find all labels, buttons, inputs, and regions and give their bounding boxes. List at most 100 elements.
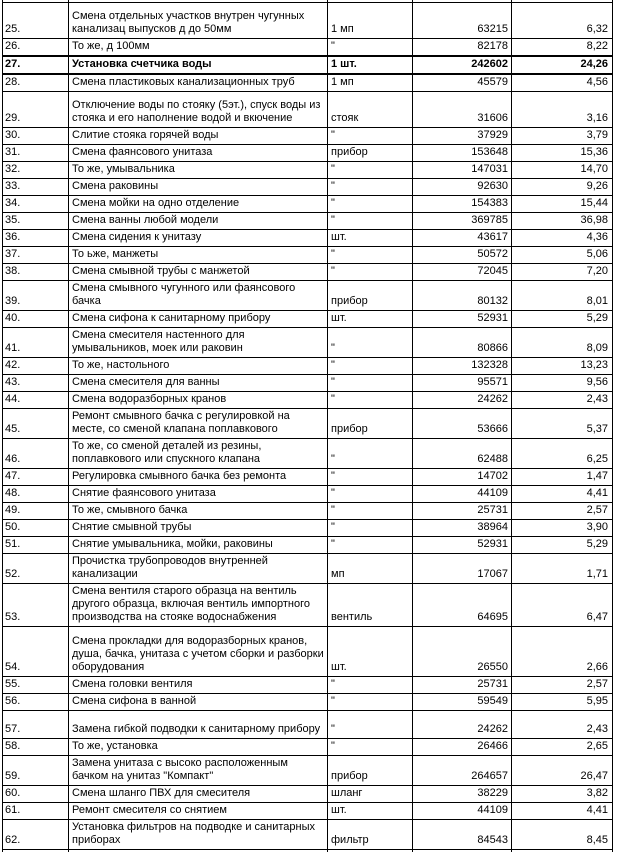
- rate-cell: 5,29: [512, 311, 613, 328]
- row-number-cell: 28.: [3, 74, 69, 92]
- unit-cell: ": [328, 711, 413, 739]
- rate-cell: 8,09: [512, 328, 613, 358]
- amount-cell: 26466: [413, 739, 512, 756]
- rate-cell: 24,26: [512, 56, 613, 74]
- amount-cell: 38229: [413, 786, 512, 803]
- rate-cell: 2,65: [512, 739, 613, 756]
- amount-cell: 45579: [413, 74, 512, 92]
- table-row: 53.Смена вентиля старого образца на вент…: [3, 584, 613, 627]
- rate-cell: 2,43: [512, 711, 613, 739]
- unit-cell: ": [328, 537, 413, 554]
- amount-cell: 82178: [413, 39, 512, 57]
- row-number-cell: 31.: [3, 145, 69, 162]
- unit-cell: ": [328, 39, 413, 57]
- row-number-cell: 47.: [3, 469, 69, 486]
- row-number-cell: 52.: [3, 554, 69, 584]
- amount-cell: 80866: [413, 328, 512, 358]
- table-row: 25.Смена отдельных участков внутрен чугу…: [3, 3, 613, 39]
- unit-cell: ": [328, 128, 413, 145]
- row-number-cell: 33.: [3, 179, 69, 196]
- row-number-cell: 34.: [3, 196, 69, 213]
- description-cell: Смена вентиля старого образца на вентиль…: [69, 584, 328, 627]
- row-number-cell: 49.: [3, 503, 69, 520]
- description-cell: Регулировка смывного бачка без ремонта: [69, 469, 328, 486]
- unit-cell: ": [328, 677, 413, 694]
- description-cell: Замена унитаза с высоко расположенным ба…: [69, 756, 328, 786]
- description-cell: Смена смесителя для ванны: [69, 375, 328, 392]
- table-row: 57.Замена гибкой подводки к санитарному …: [3, 711, 613, 739]
- amount-cell: 154383: [413, 196, 512, 213]
- amount-cell: 63215: [413, 3, 512, 39]
- description-cell: Смена прокладки для водоразборных кранов…: [69, 627, 328, 677]
- description-cell: Установка счетчика воды: [69, 56, 328, 74]
- unit-cell: вентиль: [328, 584, 413, 627]
- unit-cell: ": [328, 358, 413, 375]
- description-cell: Смена смывной трубы с манжетой: [69, 264, 328, 281]
- amount-cell: 24262: [413, 392, 512, 409]
- unit-cell: шланг: [328, 786, 413, 803]
- rate-cell: 2,57: [512, 503, 613, 520]
- description-cell: Снятие смывной трубы: [69, 520, 328, 537]
- rate-cell: 6,25: [512, 439, 613, 469]
- unit-cell: ": [328, 375, 413, 392]
- row-number-cell: 57.: [3, 711, 69, 739]
- rate-cell: 7,20: [512, 264, 613, 281]
- description-cell: Смена сифона в ванной: [69, 694, 328, 711]
- row-number-cell: 29.: [3, 92, 69, 128]
- row-number-cell: 44.: [3, 392, 69, 409]
- table-row: 45.Ремонт смывного бачка с регулировкой …: [3, 409, 613, 439]
- row-number-cell: 53.: [3, 584, 69, 627]
- unit-cell: ": [328, 694, 413, 711]
- description-cell: Снятие фаянсового унитаза: [69, 486, 328, 503]
- unit-cell: ": [328, 392, 413, 409]
- unit-cell: ": [328, 196, 413, 213]
- description-cell: Смена шланго ПВХ для смесителя: [69, 786, 328, 803]
- rate-cell: 2,43: [512, 392, 613, 409]
- description-cell: Прочистка трубопроводов внутренней канал…: [69, 554, 328, 584]
- row-number-cell: 59.: [3, 756, 69, 786]
- amount-cell: 84543: [413, 820, 512, 850]
- unit-cell: прибор: [328, 756, 413, 786]
- unit-cell: шт.: [328, 627, 413, 677]
- unit-cell: прибор: [328, 281, 413, 311]
- rate-cell: 8,45: [512, 820, 613, 850]
- rate-cell: 8,22: [512, 39, 613, 57]
- row-number-cell: 40.: [3, 311, 69, 328]
- table-row: 39.Смена смывного чугунного или фаянсово…: [3, 281, 613, 311]
- rate-cell: 9,56: [512, 375, 613, 392]
- amount-cell: 43617: [413, 230, 512, 247]
- table-row: 59.Замена унитаза с высоко расположенным…: [3, 756, 613, 786]
- amount-cell: 64695: [413, 584, 512, 627]
- row-number-cell: 56.: [3, 694, 69, 711]
- amount-cell: 52931: [413, 311, 512, 328]
- description-cell: Замена гибкой подводки к санитарному при…: [69, 711, 328, 739]
- row-number-cell: 26.: [3, 39, 69, 57]
- amount-cell: 44109: [413, 803, 512, 820]
- unit-cell: 1 мп: [328, 74, 413, 92]
- rate-cell: 5,95: [512, 694, 613, 711]
- rate-cell: 26,47: [512, 756, 613, 786]
- rate-cell: 5,06: [512, 247, 613, 264]
- unit-cell: ": [328, 520, 413, 537]
- description-cell: То же, умывальника: [69, 162, 328, 179]
- row-number-cell: 35.: [3, 213, 69, 230]
- description-cell: То же, со сменой деталей из резины, попл…: [69, 439, 328, 469]
- rate-cell: 3,82: [512, 786, 613, 803]
- row-number-cell: 27.: [3, 56, 69, 74]
- description-cell: То же, настольного: [69, 358, 328, 375]
- table-row: 29.Отключение воды по стояку (5эт.), спу…: [3, 92, 613, 128]
- amount-cell: 92630: [413, 179, 512, 196]
- rate-cell: 3,79: [512, 128, 613, 145]
- table-row: 52.Прочистка трубопроводов внутренней ка…: [3, 554, 613, 584]
- amount-cell: 242602: [413, 56, 512, 74]
- description-cell: Смена отдельных участков внутрен чугунны…: [69, 3, 328, 39]
